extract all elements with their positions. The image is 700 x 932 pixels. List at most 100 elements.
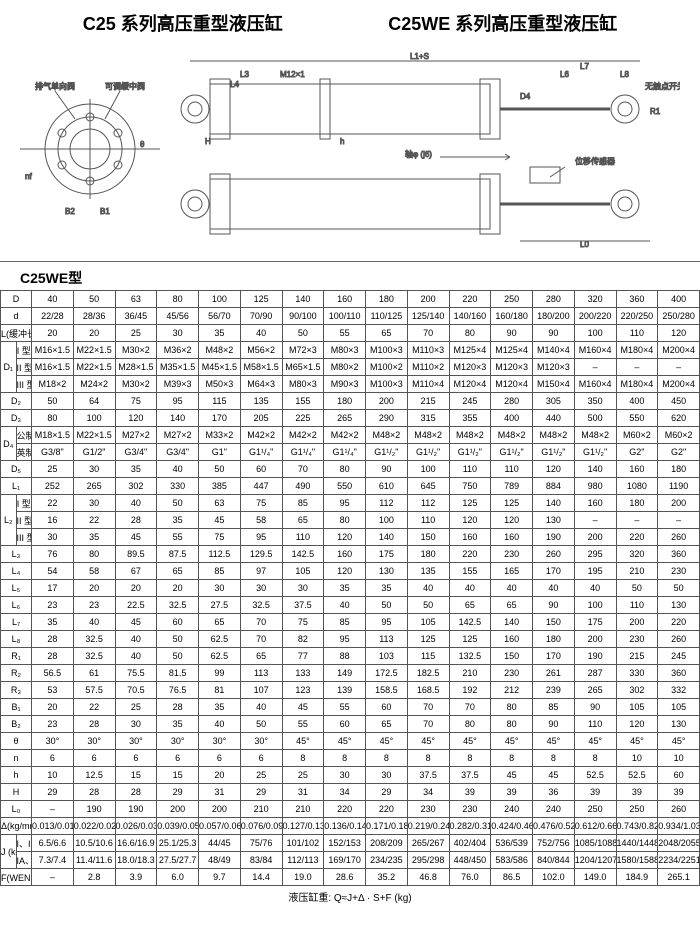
table-row: L₆232322.532.527.532.537.540505065659010… (1, 597, 700, 614)
cell: 120 (449, 512, 491, 529)
row-header: R₃ (1, 682, 32, 699)
cell: 30 (199, 580, 241, 597)
cell: 105 (282, 563, 324, 580)
row-header: R₂ (1, 665, 32, 682)
cell: 155 (282, 393, 324, 410)
cell: 200 (574, 631, 616, 648)
cell: 220 (658, 614, 700, 631)
cell: 60 (157, 614, 199, 631)
cell: 107 (240, 682, 282, 699)
row-header: H (1, 784, 32, 801)
svg-text:L3: L3 (240, 70, 249, 79)
cell: 0.076/0.096 (240, 818, 282, 835)
cell: 140 (366, 529, 408, 546)
cell: M48×2 (574, 427, 616, 444)
cell: 252 (32, 478, 74, 495)
cell: 75/76 (240, 835, 282, 852)
cell: 250/280 (658, 308, 700, 325)
cell: 27.5 (199, 597, 241, 614)
cell: 45° (324, 733, 366, 750)
cell: 40 (240, 699, 282, 716)
cell: 45° (616, 733, 658, 750)
cell: 76 (32, 546, 74, 563)
cell: 20 (199, 767, 241, 784)
cell: 240 (491, 801, 533, 818)
svg-text:B2: B2 (65, 207, 75, 216)
cell: 30 (282, 580, 324, 597)
cell: 30 (32, 529, 74, 546)
cell: G1¹/₄" (324, 444, 366, 461)
cell: 140/160 (449, 308, 491, 325)
cell: 160 (616, 461, 658, 478)
cell: 60 (324, 716, 366, 733)
cell: 22.5 (115, 597, 157, 614)
cell: M65×1.5 (282, 359, 324, 376)
cell: 95 (366, 614, 408, 631)
cell: 45 (282, 699, 324, 716)
cell: 8 (366, 750, 408, 767)
cell: 152/153 (324, 835, 366, 852)
cell: 30 (240, 580, 282, 597)
cell: M150×4 (533, 376, 575, 393)
cell: G1¹/₂" (366, 444, 408, 461)
model-label: C25WE型 (0, 262, 700, 290)
cell: 180/200 (533, 308, 575, 325)
svg-text:L8: L8 (620, 70, 629, 79)
cell: M48×2 (533, 427, 575, 444)
cell: 25 (115, 699, 157, 716)
svg-text:R1: R1 (650, 107, 661, 116)
cell: 20 (157, 580, 199, 597)
cell: 88 (324, 648, 366, 665)
table-row: R₁2832.5405062.5657788103115132.51501701… (1, 648, 700, 665)
cell: 172.5 (366, 665, 408, 682)
cell: 65 (491, 597, 533, 614)
cell: 220 (616, 529, 658, 546)
cell: 80 (491, 716, 533, 733)
cell: 45/56 (157, 308, 199, 325)
cell: M18×1.5 (32, 427, 74, 444)
cell: 32.5 (73, 648, 115, 665)
cell: 620 (658, 410, 700, 427)
cell: M48×2 (199, 342, 241, 359)
cell: 110 (616, 325, 658, 342)
cell: 35.2 (366, 869, 408, 886)
cell: 50 (240, 716, 282, 733)
cell: 90 (533, 716, 575, 733)
cell: 884 (533, 478, 575, 495)
cell: 29 (32, 784, 74, 801)
cell: 35 (157, 512, 199, 529)
cell: G3/4" (157, 444, 199, 461)
cell: 250 (574, 801, 616, 818)
cell: 290 (366, 410, 408, 427)
cell: 28/36 (73, 308, 115, 325)
cell: M27×2 (115, 427, 157, 444)
cell: 50 (658, 580, 700, 597)
cell: M160×4 (574, 376, 616, 393)
cell: 110 (574, 716, 616, 733)
cell: 37.5 (407, 767, 449, 784)
cell: 1080 (616, 478, 658, 495)
cell: M110×3 (407, 342, 449, 359)
cell: 50 (157, 631, 199, 648)
cell: 55 (157, 529, 199, 546)
table-row: d22/2828/3636/4545/5656/7070/9090/100100… (1, 308, 700, 325)
cell: 36 (533, 784, 575, 801)
row-header: n (1, 750, 32, 767)
cell: 105 (616, 699, 658, 716)
cell: 402/404 (449, 835, 491, 852)
cell: 12.5 (73, 767, 115, 784)
cell: 142.5 (282, 546, 324, 563)
cell: 360 (616, 291, 658, 308)
cell: 220/250 (616, 308, 658, 325)
cell: 158.5 (366, 682, 408, 699)
cell: 230 (449, 801, 491, 818)
cell: M120×3 (449, 359, 491, 376)
cell: 260 (658, 801, 700, 818)
cell: 140 (533, 495, 575, 512)
cell: G1¹/₂" (491, 444, 533, 461)
svg-text:L1+S: L1+S (410, 52, 429, 61)
cell: 440 (533, 410, 575, 427)
cell: 170 (533, 563, 575, 580)
cell: 17 (32, 580, 74, 597)
cell: 30° (32, 733, 74, 750)
